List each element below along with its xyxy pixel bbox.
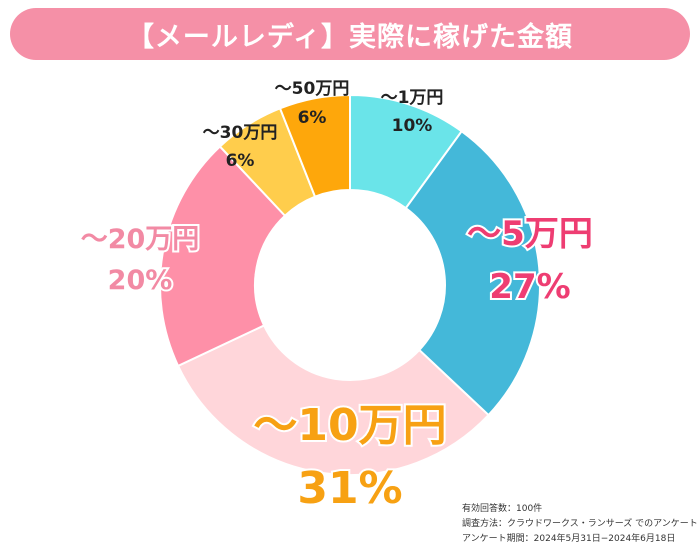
donut-slice-50 — [278, 93, 351, 198]
slice-value-10: 31% — [297, 463, 402, 514]
slice-value-50: 6% — [298, 108, 327, 128]
slice-label-1: 〜1万円 — [381, 88, 444, 108]
slice-value-20: 20% — [108, 265, 173, 296]
slice-label-20: 〜20万円 — [81, 224, 200, 255]
footnote-responses: 有効回答数：100件 — [462, 504, 543, 514]
survey-footnote: 有効回答数：100件 調査方法：クラウドワークス・ランサーズ でのアンケート ア… — [462, 502, 698, 547]
chart-title: 【メールレディ】実際に稼げた金額 — [126, 21, 574, 53]
slice-value-5: 27% — [489, 267, 570, 307]
slice-label-50: 〜50万円 — [275, 79, 350, 99]
footnote-method: 調査方法：クラウドワークス・ランサーズ でのアンケート — [462, 519, 698, 529]
slice-label-5: 〜5万円 — [467, 214, 593, 254]
slice-label-10: 〜10万円 — [253, 400, 446, 451]
donut-slice-10 — [176, 324, 490, 476]
donut-slice-20 — [159, 145, 287, 368]
slice-label-30: 〜30万円 — [203, 123, 278, 143]
slice-value-1: 10% — [392, 116, 433, 136]
slice-value-30: 6% — [226, 151, 255, 171]
donut-slice-5 — [404, 129, 541, 417]
footnote-period: アンケート期間：2024年5月31日−2024年6月18日 — [462, 534, 676, 544]
title-banner: 【メールレディ】実際に稼げた金額 — [10, 8, 690, 60]
